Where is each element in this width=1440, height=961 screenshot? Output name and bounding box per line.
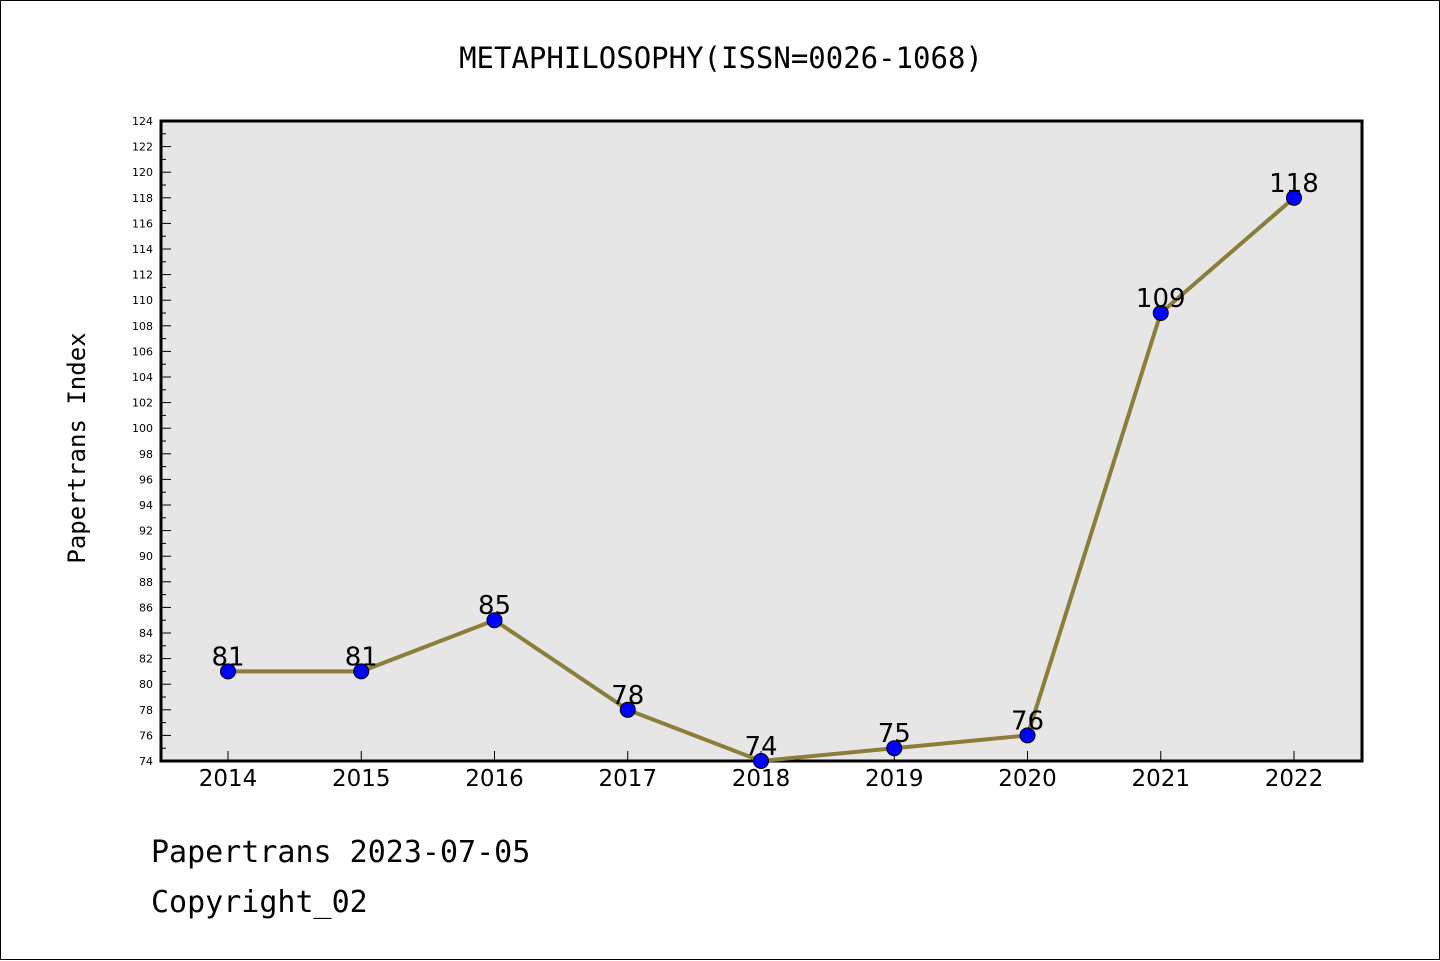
data-point <box>619 701 636 718</box>
marker-layer <box>220 189 1302 769</box>
y-tick-label: 118 <box>132 192 153 205</box>
data-label: 85 <box>478 591 511 621</box>
chart-title: METAPHILOSOPHY(ISSN=0026-1068) <box>459 41 983 75</box>
data-point <box>1019 727 1036 744</box>
y-tick-label: 100 <box>132 422 153 435</box>
y-axis-ticks: 74 76 78 80 82 84 86 88 90 92 94 96 98 100 102 104 106 10… <box>132 115 171 768</box>
y-tick-label: 90 <box>139 550 153 563</box>
x-tick-label: 2014 <box>199 766 258 792</box>
data-point <box>753 753 769 769</box>
plot-area <box>159 119 1364 763</box>
y-tick-label: 104 <box>132 371 153 384</box>
x-tick-label: 2017 <box>598 766 657 792</box>
y-tick-label: 124 <box>132 115 153 128</box>
x-tick-label: 2021 <box>1131 766 1190 792</box>
data-label: 74 <box>744 732 777 762</box>
y-tick-label: 74 <box>139 755 153 768</box>
y-tick-label: 86 <box>139 601 153 614</box>
data-point <box>353 663 370 680</box>
data-label: 78 <box>611 681 644 711</box>
data-label: 76 <box>1011 706 1044 736</box>
y-tick-label: 98 <box>139 448 153 461</box>
y-tick-label: 106 <box>132 345 153 358</box>
data-label: 118 <box>1269 169 1319 199</box>
y-tick-label: 112 <box>132 269 153 282</box>
data-label: 81 <box>211 642 244 672</box>
y-tick-label: 88 <box>139 576 153 589</box>
y-tick-label: 78 <box>139 704 153 717</box>
data-point <box>220 663 236 680</box>
data-point <box>486 612 503 629</box>
data-point <box>886 740 903 757</box>
y-tick-label: 92 <box>139 525 153 538</box>
data-label: 81 <box>345 642 378 672</box>
y-tick-label: 110 <box>132 294 153 307</box>
y-tick-label: 122 <box>132 141 153 154</box>
y-tick-label: 94 <box>139 499 153 512</box>
footer-date-text: Papertrans 2023-07-05 <box>151 835 531 870</box>
y-tick-label: 108 <box>132 320 153 333</box>
x-tick-label: 2015 <box>332 766 391 792</box>
x-axis-ticks: 2014 2015 2016 2017 2018 2019 2020 2021 2022 <box>199 751 1324 792</box>
x-tick-label: 2018 <box>732 766 791 792</box>
x-tick-label: 2016 <box>465 766 524 792</box>
x-tick-label: 2019 <box>865 766 924 792</box>
y-tick-label: 120 <box>132 166 153 179</box>
data-point <box>1152 305 1169 321</box>
data-point <box>1286 189 1302 206</box>
y-tick-label: 114 <box>132 243 153 256</box>
y-tick-label: 102 <box>132 397 153 410</box>
footer-copyright-text: Copyright_02 <box>151 885 368 920</box>
x-tick-label: 2020 <box>998 766 1057 792</box>
data-label: 109 <box>1136 284 1186 314</box>
y-tick-label: 84 <box>139 627 153 640</box>
y-tick-label: 116 <box>132 217 153 230</box>
y-axis-label: Papertrans Index <box>63 332 91 563</box>
x-tick-label: 2022 <box>1265 766 1324 792</box>
y-tick-label: 82 <box>139 653 153 666</box>
y-tick-label: 80 <box>139 678 153 691</box>
data-label: 75 <box>878 719 911 749</box>
y-tick-label: 76 <box>139 729 153 742</box>
data-label-layer: 81 81 85 78 74 75 76 109 118 <box>211 169 1318 762</box>
y-tick-label: 96 <box>139 473 153 486</box>
